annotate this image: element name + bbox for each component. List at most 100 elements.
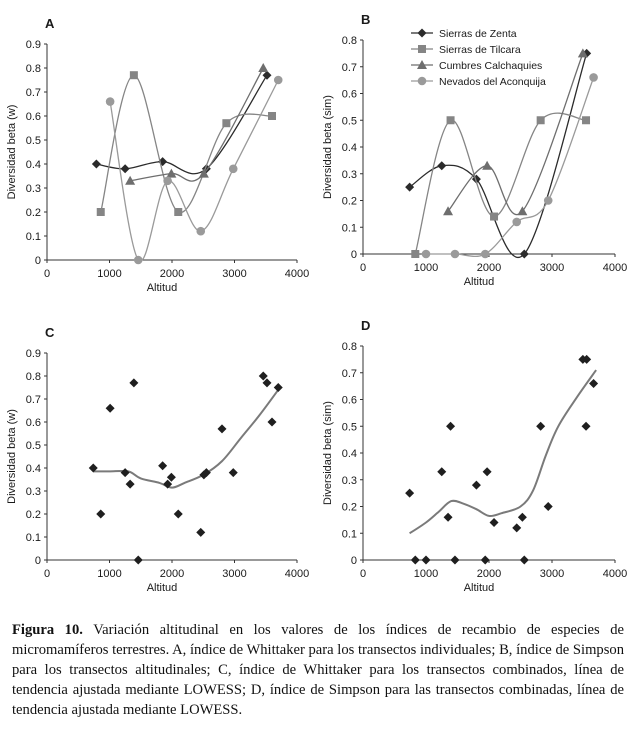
x-tick-label: 3000 bbox=[540, 568, 564, 580]
data-point bbox=[536, 421, 546, 431]
panel-letter: A bbox=[45, 16, 55, 31]
y-tick-label: 0.7 bbox=[342, 368, 357, 380]
legend-marker bbox=[417, 28, 427, 38]
y-tick-label: 0.8 bbox=[26, 371, 41, 383]
y-tick-label: 0.6 bbox=[342, 89, 357, 101]
data-point bbox=[88, 463, 98, 473]
data-point-circle bbox=[163, 176, 172, 186]
data-point-diamond bbox=[437, 161, 447, 171]
data-point bbox=[446, 421, 456, 431]
y-tick-label: 0.3 bbox=[342, 169, 357, 181]
y-axis-label: Diversidad beta (w) bbox=[6, 409, 18, 504]
caption-label: Figura 10. bbox=[12, 622, 83, 638]
x-axis-label: Altitud bbox=[464, 582, 495, 594]
data-point-square bbox=[490, 212, 499, 221]
data-point-circle bbox=[133, 255, 143, 265]
legend-marker bbox=[418, 45, 426, 53]
y-tick-label: 0.3 bbox=[26, 183, 41, 195]
data-point bbox=[201, 468, 211, 478]
data-point bbox=[258, 371, 268, 381]
data-point bbox=[173, 509, 183, 519]
data-point bbox=[589, 378, 599, 388]
y-tick-label: 0.4 bbox=[342, 142, 357, 154]
x-tick-label: 4000 bbox=[285, 268, 309, 280]
y-tick-label: 0.3 bbox=[342, 475, 357, 487]
y-tick-label: 0.2 bbox=[26, 207, 41, 219]
y-tick-label: 0.8 bbox=[342, 35, 357, 47]
x-tick-label: 1000 bbox=[97, 268, 121, 280]
x-tick-label: 2000 bbox=[477, 262, 501, 274]
y-tick-label: 0.8 bbox=[342, 341, 357, 353]
y-axis-label: Diversidad beta (sim) bbox=[322, 95, 334, 199]
panel-letter: B bbox=[361, 12, 370, 27]
y-tick-label: 0 bbox=[351, 555, 357, 567]
lowess-trend-line bbox=[409, 369, 597, 535]
data-point bbox=[166, 472, 176, 482]
chart-panel-c: C 0 0.1 0.2 0.3 0.4 0.5 0.6 0.7 0.8 0.9 0 1000 2000 30… bbox=[6, 325, 309, 594]
data-point-triangle bbox=[125, 175, 136, 185]
x-tick-label: 0 bbox=[44, 268, 50, 280]
data-point-diamond bbox=[519, 249, 529, 259]
x-tick-label: 4000 bbox=[603, 262, 627, 274]
data-point-diamond bbox=[91, 159, 101, 169]
y-tick-label: 0.1 bbox=[26, 532, 41, 544]
series-line-4 bbox=[109, 79, 279, 262]
legend-label: Sierras de Tilcara bbox=[439, 44, 521, 56]
data-point-triangle bbox=[198, 168, 209, 178]
x-tick-label: 0 bbox=[360, 262, 366, 274]
x-tick-label: 1000 bbox=[414, 568, 438, 580]
y-tick-label: 0 bbox=[351, 249, 357, 261]
data-point bbox=[120, 468, 130, 478]
data-point-triangle bbox=[517, 206, 528, 216]
x-tick-label: 3000 bbox=[222, 268, 246, 280]
data-point bbox=[582, 354, 592, 364]
data-point bbox=[228, 468, 238, 478]
series-line-1 bbox=[96, 74, 268, 175]
y-tick-label: 0.3 bbox=[26, 486, 41, 498]
y-axis-label: Diversidad beta (w) bbox=[6, 105, 18, 200]
data-point-circle bbox=[512, 217, 522, 227]
data-point-triangle bbox=[482, 160, 493, 170]
chart-panel-d: D 0 0.1 0.2 0.3 0.4 0.5 0.6 0.7 0.8 0 1000 2000 3000 4… bbox=[322, 318, 627, 594]
figure: A 0 0.1 0.2 0.3 0.4 0.5 0.6 0.7 0.8 0.9 0 1000 2000 30… bbox=[6, 12, 627, 594]
x-tick-label: 1000 bbox=[414, 262, 438, 274]
x-axis-label: Altitud bbox=[147, 282, 178, 294]
y-tick-label: 0.4 bbox=[26, 463, 41, 475]
legend-marker bbox=[417, 60, 427, 69]
y-tick-label: 0.9 bbox=[26, 348, 41, 360]
data-point bbox=[410, 555, 420, 565]
x-tick-label: 4000 bbox=[285, 568, 309, 580]
data-point-circle bbox=[450, 249, 460, 259]
y-tick-label: 0.7 bbox=[342, 62, 357, 74]
legend-label: Sierras de Zenta bbox=[439, 28, 517, 40]
data-point bbox=[267, 417, 277, 427]
y-tick-label: 0.5 bbox=[342, 421, 357, 433]
data-point-circle bbox=[421, 249, 431, 259]
data-point bbox=[437, 467, 447, 477]
data-point bbox=[512, 523, 522, 533]
y-tick-label: 0.6 bbox=[26, 111, 41, 123]
x-tick-label: 2000 bbox=[477, 568, 501, 580]
y-tick-label: 0.2 bbox=[342, 502, 357, 514]
legend-label: Nevados del Aconquija bbox=[439, 76, 546, 88]
data-point-circle bbox=[196, 226, 206, 236]
x-tick-label: 1000 bbox=[97, 568, 121, 580]
x-tick-label: 3000 bbox=[540, 262, 564, 274]
x-tick-label: 2000 bbox=[160, 268, 184, 280]
data-point-triangle bbox=[258, 63, 269, 72]
panel-letter: D bbox=[361, 318, 370, 333]
data-point bbox=[517, 512, 527, 522]
panel-letter: C bbox=[45, 325, 55, 340]
data-point bbox=[129, 378, 139, 388]
y-tick-label: 0.5 bbox=[26, 440, 41, 452]
legend-marker bbox=[417, 76, 427, 86]
y-tick-label: 0.7 bbox=[26, 394, 41, 406]
y-tick-label: 0.2 bbox=[342, 196, 357, 208]
data-point-triangle bbox=[577, 48, 588, 58]
y-tick-label: 0.1 bbox=[342, 528, 357, 540]
chart-panel-a: A 0 0.1 0.2 0.3 0.4 0.5 0.6 0.7 0.8 0.9 0 1000 2000 30… bbox=[6, 16, 309, 294]
data-point bbox=[125, 479, 135, 489]
data-point-square bbox=[582, 116, 591, 125]
legend-label: Cumbres Calchaquies bbox=[439, 60, 542, 72]
data-point-square bbox=[446, 116, 455, 125]
